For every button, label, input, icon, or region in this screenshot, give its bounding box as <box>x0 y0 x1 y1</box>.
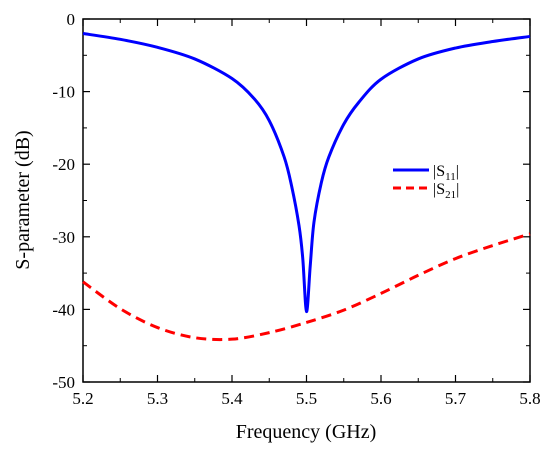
legend: |S11||S21| <box>393 163 459 201</box>
y-tick-label: -20 <box>52 155 75 174</box>
x-tick-label: 5.5 <box>296 389 317 408</box>
axis-tick-labels: 5.2 5.3 5.4 5.5 5.6 5.7 5.8 0 -10 -20 -30 -40 -50 <box>52 10 540 408</box>
x-tick-label: 5.7 <box>445 389 467 408</box>
y-tick-label: -30 <box>52 228 75 247</box>
series-line-s21 <box>82 232 531 342</box>
x-tick-label: 5.8 <box>519 389 540 408</box>
legend-label: |S11| <box>433 163 459 183</box>
x-tick-label: 5.4 <box>221 389 243 408</box>
legend-label: |S21| <box>433 181 459 201</box>
x-tick-label: 5.2 <box>72 389 93 408</box>
y-tick-label: -10 <box>52 83 75 102</box>
axis-ticks <box>82 18 531 383</box>
x-tick-label: 5.6 <box>370 389 391 408</box>
x-tick-label: 5.3 <box>147 389 168 408</box>
y-tick-label: -50 <box>52 373 75 392</box>
series-line-s11 <box>82 32 531 314</box>
y-tick-label: -40 <box>52 300 75 319</box>
y-axis-title: S-parameter (dB) <box>12 130 34 269</box>
plot-frame <box>82 18 531 383</box>
y-tick-label: 0 <box>67 10 76 29</box>
x-axis-title: Frequency (GHz) <box>236 421 377 443</box>
series-layer <box>82 32 531 342</box>
